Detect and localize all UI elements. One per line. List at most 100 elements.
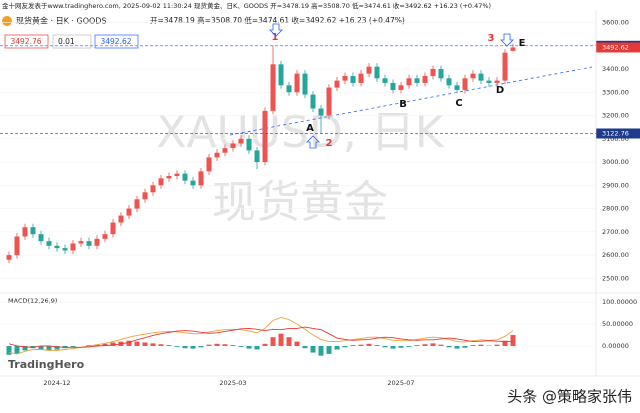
histogram-bar	[430, 343, 436, 346]
candle-body	[446, 78, 452, 86]
input-box[interactable]	[94, 34, 139, 49]
histogram-bar	[102, 343, 108, 346]
histogram-bar	[22, 345, 28, 351]
input-box[interactable]	[4, 34, 49, 49]
histogram-bar	[262, 343, 268, 346]
histogram-bar	[246, 345, 252, 349]
input-value: 0.01	[58, 37, 75, 46]
candle-body	[198, 171, 204, 186]
histogram-bar	[206, 344, 212, 346]
candle-body	[486, 80, 492, 83]
histogram-bar	[6, 345, 12, 355]
histogram-bar	[190, 345, 196, 349]
macd-line	[8, 316, 514, 355]
candle-body	[342, 75, 348, 81]
histogram-bar	[134, 341, 140, 346]
candle-body	[222, 148, 228, 153]
candle-body	[70, 243, 76, 251]
candle-body	[286, 85, 292, 93]
y-tick-label: 2800.00	[602, 205, 629, 213]
histogram-bar	[214, 343, 220, 346]
candle-body	[382, 78, 388, 83]
histogram-bar	[158, 344, 164, 346]
candle-body	[502, 52, 508, 81]
annotation: B	[399, 99, 407, 110]
candle-body	[118, 215, 124, 223]
histogram-bar	[222, 344, 228, 346]
histogram-bar	[414, 345, 420, 346]
candle-body	[438, 68, 444, 79]
histogram-bar	[382, 345, 388, 348]
candle-body	[174, 173, 180, 177]
candle-body	[54, 245, 60, 249]
candle-body	[110, 222, 116, 235]
arrow	[269, 23, 283, 37]
histogram-bar	[358, 344, 364, 346]
credit-bg	[470, 386, 638, 408]
histogram-bar	[454, 345, 460, 349]
histogram-bar	[110, 342, 116, 346]
histogram-bar	[478, 344, 484, 346]
candle-body	[302, 73, 308, 95]
candle-body	[206, 157, 212, 172]
histogram-bar	[166, 345, 172, 346]
candle-body	[358, 73, 364, 83]
candle-body	[6, 255, 12, 260]
histogram-bar	[438, 344, 444, 346]
annotation: D	[496, 85, 504, 96]
candle-body	[134, 199, 140, 209]
histogram-bar	[278, 333, 284, 346]
candle-body	[366, 66, 372, 74]
histogram-bar	[310, 345, 316, 353]
candle-body	[318, 108, 324, 116]
candle-body	[142, 192, 148, 200]
candle-body	[126, 208, 132, 216]
arrow	[500, 33, 514, 47]
y-tick-label: 3000.00	[602, 158, 629, 166]
y-tick-label: 50.00000	[602, 320, 633, 328]
histogram-bar	[238, 345, 244, 347]
histogram-bar	[254, 345, 260, 350]
y-tick-label: 100.00000	[602, 298, 637, 306]
annotation: 3	[488, 33, 495, 44]
y-tick-label: 2900.00	[602, 181, 629, 189]
y-tick-label: 3400.00	[602, 65, 629, 73]
histogram-bar	[230, 345, 236, 346]
annotation: C	[455, 98, 462, 109]
price-tag-label: 3492.62	[602, 43, 629, 51]
histogram-bar	[182, 345, 188, 349]
candle-body	[254, 150, 260, 163]
y-tick-label: 2500.00	[602, 274, 629, 282]
candle-body	[470, 73, 476, 79]
input-box[interactable]	[52, 34, 92, 49]
candle-body	[230, 143, 236, 149]
candle-body	[430, 68, 436, 76]
histogram-bar	[374, 345, 380, 346]
histogram-bar	[198, 345, 204, 348]
candle-body	[294, 73, 300, 93]
candle-body	[46, 241, 52, 246]
candle-body	[278, 64, 284, 86]
histogram-bar	[342, 345, 348, 348]
annotation: A	[306, 123, 314, 134]
watermark: 现货黄金	[212, 177, 388, 228]
input-value: 3492.76	[10, 37, 41, 46]
symbol-icon	[2, 16, 12, 26]
candle-body	[462, 78, 468, 90]
y-tick-label: 0.00000	[602, 342, 629, 350]
histogram-bar	[494, 344, 500, 346]
candle-body	[30, 227, 36, 235]
histogram-bar	[14, 345, 20, 354]
candle-body	[350, 75, 356, 83]
candle-body	[38, 234, 44, 242]
credit: 头条 @策略家张伟	[507, 388, 632, 406]
histogram-bar	[366, 343, 372, 346]
candle-body	[454, 85, 460, 90]
histogram-bar	[422, 344, 428, 346]
price-tag	[596, 128, 640, 139]
histogram-bar	[294, 341, 300, 346]
candle-body	[262, 110, 268, 163]
x-tick-label: 2024-12	[43, 379, 70, 387]
